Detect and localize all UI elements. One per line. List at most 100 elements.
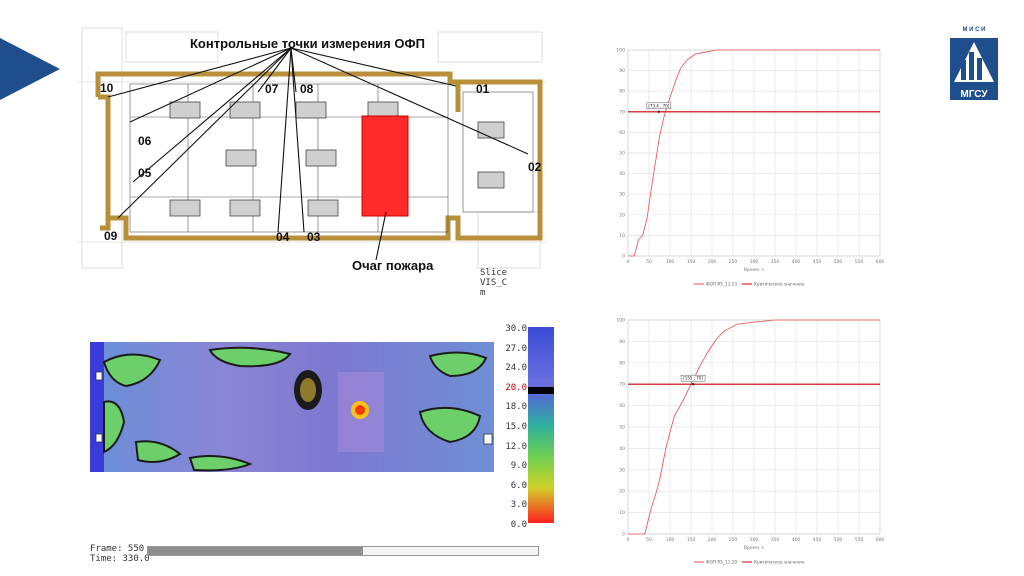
x-tick-label: 250: [729, 537, 738, 543]
annotation-box: [680, 374, 706, 382]
mgsu-logo: М И С И МГСУ: [950, 27, 998, 100]
slice-label-line-3: m: [480, 288, 486, 298]
y-tick-label: 80: [619, 360, 625, 366]
legend-label: ФОП R5_11.29: [706, 560, 737, 565]
navigation-arrow-icon[interactable]: [0, 38, 60, 100]
x-tick-label: 400: [792, 537, 801, 543]
y-tick-label: 80: [619, 89, 625, 95]
timeline-slider[interactable]: [147, 546, 539, 556]
y-tick-label: 70: [619, 382, 625, 388]
point-label-10: 10: [100, 81, 114, 95]
x-tick-label: 250: [729, 259, 738, 265]
slice-label: Slice VIS_C m: [480, 268, 520, 298]
annotation-point: [657, 110, 661, 114]
chart-temperature-point-1: 0 50 100 150 200 250 300 350 400 450 500 550 600 0 10 2…: [616, 48, 885, 287]
y-tick-label: 20: [619, 489, 625, 495]
colorbar-tick-label: 20.0: [505, 382, 527, 393]
point-label-08: 08: [300, 82, 314, 96]
x-tick-label: 400: [792, 259, 801, 265]
floor-plan: [78, 22, 546, 274]
x-tick-label: 200: [708, 537, 717, 543]
x-tick-label: 600: [876, 537, 885, 543]
y-tick-label: 50: [619, 425, 625, 431]
colorbar: [528, 327, 554, 523]
logo-top-text: М И С И: [963, 27, 986, 33]
annotation-label: [155 , 70]: [683, 376, 703, 381]
colorbar-tick-label: 9.0: [510, 461, 527, 472]
colorbar-tick-label: 6.0: [510, 480, 527, 491]
control-points-caption: Контрольные точки измерения ОФП: [190, 36, 425, 51]
x-tick-label: 550: [855, 537, 864, 543]
slice-label-line-1: Slice: [480, 268, 508, 278]
point-label-03: 03: [307, 230, 321, 244]
colorbar-tick-label: 24.0: [505, 363, 527, 374]
annotation-label: [73.4 , 70]: [648, 103, 669, 108]
x-tick-label: 150: [687, 259, 696, 265]
x-tick-label: 200: [708, 259, 717, 265]
x-tick-label: 500: [834, 259, 843, 265]
y-tick-label: 20: [619, 212, 625, 218]
colorbar-tick-label: 0.0: [510, 520, 527, 530]
frame-counter: Frame: 550: [90, 544, 145, 554]
annotation-point: [691, 383, 695, 386]
point-label-06: 06: [138, 134, 152, 148]
y-tick-label: 10: [619, 510, 625, 516]
logo-bottom-text: МГСУ: [960, 89, 988, 100]
x-axis-label: Время, с: [744, 267, 765, 273]
x-tick-label: 0: [627, 537, 630, 543]
x-tick-label: 100: [666, 537, 675, 543]
colorbar-tick-label: 18.0: [505, 402, 527, 413]
x-tick-label: 100: [666, 259, 675, 265]
x-tick-label: 600: [876, 259, 885, 265]
y-tick-label: 70: [619, 109, 625, 115]
y-tick-label: 40: [619, 171, 625, 177]
time-counter: Time: 330.0: [90, 554, 150, 564]
legend-label: Критическое значение: [754, 560, 805, 565]
x-tick-label: 300: [750, 537, 759, 543]
chart-temperature-point-2: 0 50 100 150 200 250 300 350 400 450 500 550 600 0 10 2…: [616, 318, 885, 565]
x-tick-label: 0: [627, 259, 630, 265]
y-tick-label: 0: [622, 254, 625, 260]
colorbar-tick-label: 3.0: [510, 500, 527, 511]
fire-source-label: Очаг пожара: [352, 258, 434, 273]
x-tick-label: 50: [646, 537, 652, 543]
point-label-09: 09: [104, 229, 118, 243]
fire-source-area: [361, 115, 409, 217]
colorbar-tick-label: 15.0: [505, 422, 527, 432]
y-tick-label: 30: [619, 467, 625, 473]
legend-label: ФОП R5_11.23: [706, 282, 737, 287]
x-tick-label: 150: [687, 537, 696, 543]
x-tick-label: 450: [813, 259, 822, 265]
point-label-04: 04: [276, 230, 290, 244]
point-label-02: 02: [528, 160, 542, 174]
x-axis-label: Время, с: [744, 545, 765, 551]
x-tick-label: 350: [771, 537, 780, 543]
colorbar-ticks: 30.0 27.0 24.0 20.0 18.0 15.0 12.0 9.0 6.0 3.0 0.0: [493, 322, 527, 532]
colorbar-tick-label: 12.0: [505, 441, 527, 452]
x-tick-label: 350: [771, 259, 780, 265]
y-tick-label: 90: [619, 339, 625, 345]
visibility-slice-map: [90, 342, 494, 472]
slice-label-line-2: VIS_C: [480, 278, 508, 288]
y-tick-label: 60: [619, 130, 625, 136]
point-label-01: 01: [476, 82, 490, 96]
point-label-05: 05: [138, 166, 152, 180]
y-tick-label: 0: [622, 532, 625, 538]
y-tick-label: 100: [616, 48, 625, 54]
legend-label: Критическое значение: [754, 282, 805, 287]
x-tick-label: 50: [646, 259, 652, 265]
x-tick-label: 500: [834, 537, 843, 543]
colorbar-tick-label: 30.0: [505, 324, 527, 334]
point-label-07: 07: [265, 82, 279, 96]
plot-area-border: [627, 319, 881, 535]
y-tick-label: 10: [619, 233, 625, 239]
series-line: [628, 49, 880, 257]
y-tick-label: 40: [619, 446, 625, 452]
playback-info: Frame: 550 Time: 330.0: [90, 544, 150, 564]
y-tick-label: 50: [619, 151, 625, 157]
y-tick-label: 30: [619, 192, 625, 198]
x-tick-label: 450: [813, 537, 822, 543]
y-tick-label: 60: [619, 403, 625, 409]
y-tick-label: 90: [619, 68, 625, 74]
y-tick-label: 100: [616, 318, 625, 324]
